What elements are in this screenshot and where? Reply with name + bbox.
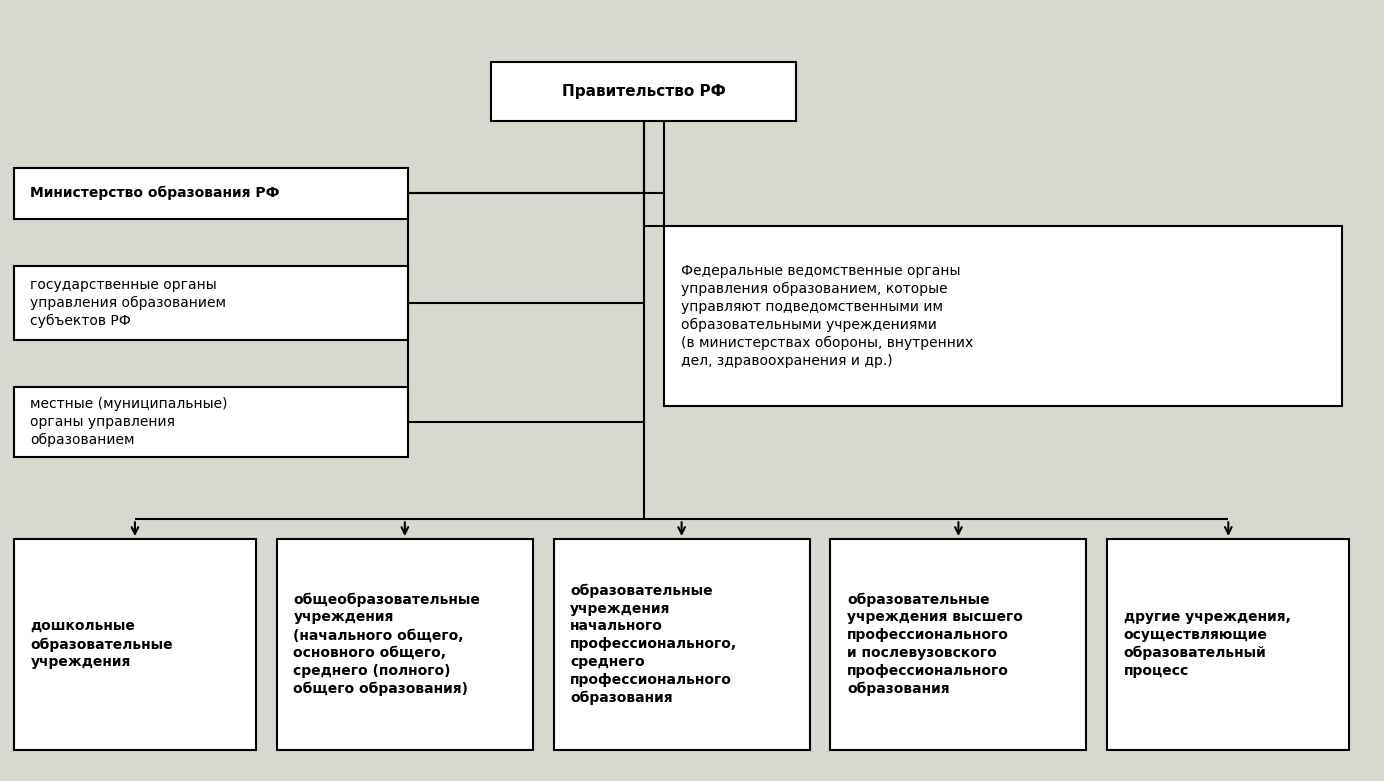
- FancyBboxPatch shape: [491, 62, 796, 121]
- Text: Правительство РФ: Правительство РФ: [562, 84, 725, 99]
- FancyBboxPatch shape: [14, 539, 256, 750]
- FancyBboxPatch shape: [830, 539, 1086, 750]
- Text: образовательные
учреждения высшего
профессионального
и послевузовского
профессио: образовательные учреждения высшего профе…: [847, 592, 1023, 697]
- Text: общеобразовательные
учреждения
(начального общего,
основного общего,
среднего (п: общеобразовательные учреждения (начально…: [293, 592, 480, 697]
- FancyBboxPatch shape: [14, 266, 408, 340]
- Text: дошкольные
образовательные
учреждения: дошкольные образовательные учреждения: [30, 619, 173, 669]
- FancyBboxPatch shape: [554, 539, 810, 750]
- FancyBboxPatch shape: [277, 539, 533, 750]
- Text: образовательные
учреждения
начального
профессионального,
среднего
профессиональн: образовательные учреждения начального пр…: [570, 583, 738, 705]
- Text: Министерство образования РФ: Министерство образования РФ: [30, 186, 280, 201]
- Text: Федеральные ведомственные органы
управления образованием, которые
управляют подв: Федеральные ведомственные органы управле…: [681, 265, 973, 368]
- Text: государственные органы
управления образованием
субъектов РФ: государственные органы управления образо…: [30, 278, 227, 327]
- FancyBboxPatch shape: [14, 387, 408, 457]
- FancyBboxPatch shape: [664, 226, 1342, 406]
- Text: другие учреждения,
осуществляющие
образовательный
процесс: другие учреждения, осуществляющие образо…: [1124, 610, 1291, 679]
- Text: местные (муниципальные)
органы управления
образованием: местные (муниципальные) органы управлени…: [30, 397, 228, 447]
- FancyBboxPatch shape: [14, 168, 408, 219]
- FancyBboxPatch shape: [1107, 539, 1349, 750]
